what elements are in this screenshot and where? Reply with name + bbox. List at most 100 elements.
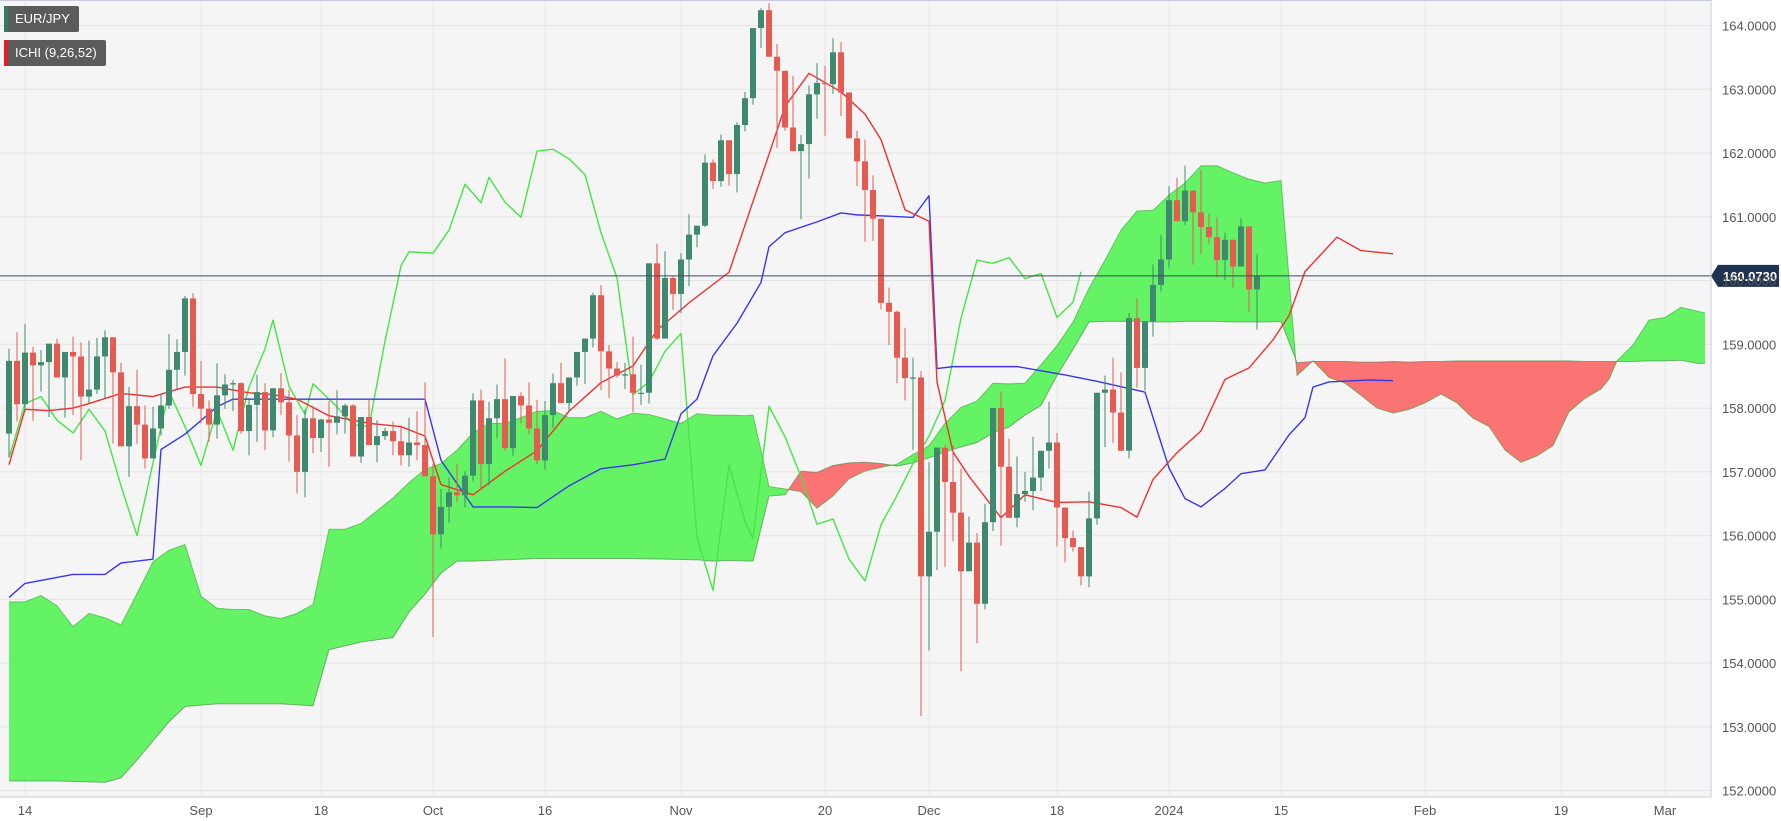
candle[interactable] [174,339,180,390]
candle[interactable] [1238,218,1244,267]
candle[interactable] [430,464,436,637]
candle[interactable] [838,42,844,117]
candle[interactable] [694,225,700,248]
candle[interactable] [326,401,332,467]
candle[interactable] [422,382,428,477]
candle[interactable] [806,85,812,179]
candle[interactable] [1014,456,1020,528]
candle[interactable] [574,351,580,386]
candle[interactable] [1206,213,1212,244]
candle[interactable] [1070,530,1076,552]
candle[interactable] [350,404,356,457]
candle[interactable] [94,337,100,395]
candle[interactable] [494,384,500,439]
candle[interactable] [822,65,828,136]
candle[interactable] [702,154,708,227]
candle[interactable] [894,310,900,384]
candle[interactable] [502,358,508,451]
candle[interactable] [414,411,420,461]
candle[interactable] [54,338,60,378]
candle[interactable] [166,334,172,409]
candle[interactable] [246,397,252,456]
candle[interactable] [638,364,644,405]
candle[interactable] [294,415,300,494]
candle[interactable] [518,392,524,424]
candle[interactable] [710,159,716,189]
candle[interactable] [14,332,20,422]
candle[interactable] [542,401,548,470]
candle[interactable] [30,346,36,421]
candle[interactable] [766,3,772,57]
candle[interactable] [1054,432,1060,547]
candle[interactable] [342,403,348,434]
candle[interactable] [1182,165,1188,226]
candle[interactable] [1166,186,1172,268]
candle[interactable] [998,391,1004,546]
candle[interactable] [1254,254,1260,330]
candle[interactable] [622,362,628,389]
candle[interactable] [374,420,380,463]
candle[interactable] [678,253,684,314]
candle[interactable] [1086,491,1092,588]
candle[interactable] [630,336,636,412]
candle[interactable] [38,350,44,392]
candle[interactable] [206,400,212,442]
candle[interactable] [1150,264,1156,337]
candle[interactable] [1158,235,1164,292]
symbol-badge[interactable]: EUR/JPY [4,6,79,32]
candle[interactable] [398,427,404,466]
candle[interactable] [1230,239,1236,288]
candle[interactable] [182,295,188,376]
candle[interactable] [470,393,476,482]
candle[interactable] [406,417,412,467]
candle[interactable] [982,503,988,610]
candle[interactable] [158,394,164,436]
candle[interactable] [102,330,108,400]
candle[interactable] [190,293,196,407]
candle[interactable] [478,389,484,490]
candle[interactable] [990,408,996,532]
candle[interactable] [150,406,156,459]
candle[interactable] [462,471,468,508]
candle[interactable] [22,323,28,412]
candle[interactable] [110,337,116,444]
candle[interactable] [334,390,340,435]
candle[interactable] [974,533,980,644]
candle[interactable] [782,70,788,131]
candle[interactable] [750,28,756,105]
candle[interactable] [1174,177,1180,222]
candle[interactable] [230,380,236,412]
candle[interactable] [654,243,660,340]
candle[interactable] [614,362,620,378]
candle[interactable] [134,369,140,444]
candle[interactable] [734,122,740,193]
candle[interactable] [558,362,564,403]
candle[interactable] [278,372,284,416]
candle[interactable] [1022,471,1028,502]
candles[interactable] [6,3,1260,717]
candle[interactable] [1198,169,1204,255]
candle[interactable] [126,387,132,477]
candle[interactable] [1038,450,1044,491]
candle[interactable] [318,418,324,453]
candle[interactable] [550,373,556,428]
candle[interactable] [758,8,764,48]
candle[interactable] [870,175,876,242]
candle[interactable] [270,388,276,438]
candle[interactable] [1246,226,1252,313]
candle[interactable] [62,351,68,418]
candle[interactable] [70,336,76,416]
candle[interactable] [446,477,452,523]
candle[interactable] [1134,298,1140,388]
candle[interactable] [142,405,148,469]
candle[interactable] [302,409,308,498]
candle[interactable] [1094,392,1100,525]
candle[interactable] [742,91,748,132]
candle[interactable] [1222,232,1228,280]
candle[interactable] [1190,190,1196,265]
candle[interactable] [86,340,92,403]
candle[interactable] [598,285,604,391]
candle[interactable] [918,371,924,717]
indicator-badge[interactable]: ICHI (9,26,52) [4,40,106,66]
